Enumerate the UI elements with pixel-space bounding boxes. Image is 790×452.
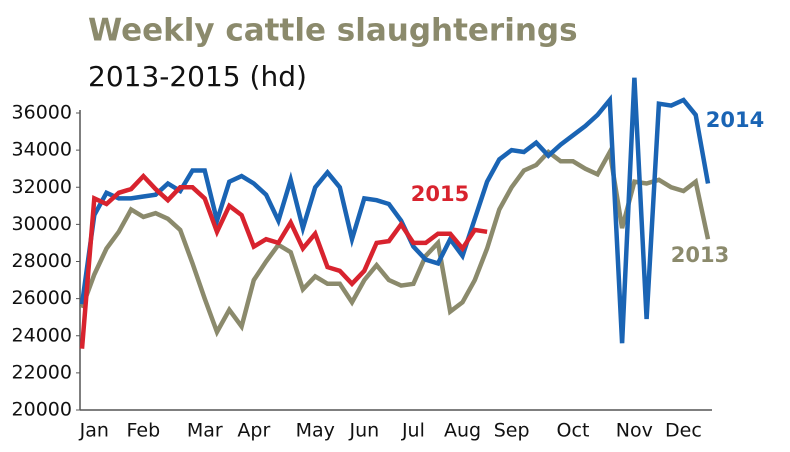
- y-tick-label: 22000: [12, 361, 72, 383]
- x-tick-label: Apr: [237, 420, 270, 442]
- series-label: 2014: [706, 108, 764, 132]
- x-tick-label: Nov: [616, 420, 653, 442]
- y-tick-label: 24000: [12, 324, 72, 346]
- x-tick-label: Mar: [187, 420, 223, 442]
- x-tick-label: Sep: [494, 420, 530, 442]
- series-line: [79, 77, 711, 344]
- x-tick-label: Aug: [444, 420, 481, 442]
- x-tick-label: Oct: [557, 420, 590, 442]
- x-tick-label: Jan: [79, 420, 109, 442]
- x-tick-label: Jun: [348, 420, 379, 442]
- series-label: 2015: [411, 182, 469, 206]
- chart-subtitle: 2013-2015 (hd): [88, 60, 307, 93]
- series-line: [79, 145, 711, 338]
- y-tick-label: 36000: [12, 102, 72, 124]
- y-tick-label: 20000: [12, 399, 72, 421]
- x-tick-label: Feb: [127, 420, 161, 442]
- chart-title: Weekly cattle slaughterings: [88, 13, 578, 49]
- y-tick-label: 34000: [12, 139, 72, 161]
- x-tick-label: May: [296, 420, 335, 442]
- x-tick-label: Jul: [401, 420, 425, 442]
- series-label: 2013: [671, 243, 729, 267]
- y-tick-label: 28000: [12, 250, 72, 272]
- series-line: [79, 172, 488, 349]
- y-tick-label: 26000: [12, 287, 72, 309]
- x-tick-label: Dec: [665, 420, 702, 442]
- y-tick-label: 32000: [12, 176, 72, 198]
- y-tick-label: 30000: [12, 213, 72, 235]
